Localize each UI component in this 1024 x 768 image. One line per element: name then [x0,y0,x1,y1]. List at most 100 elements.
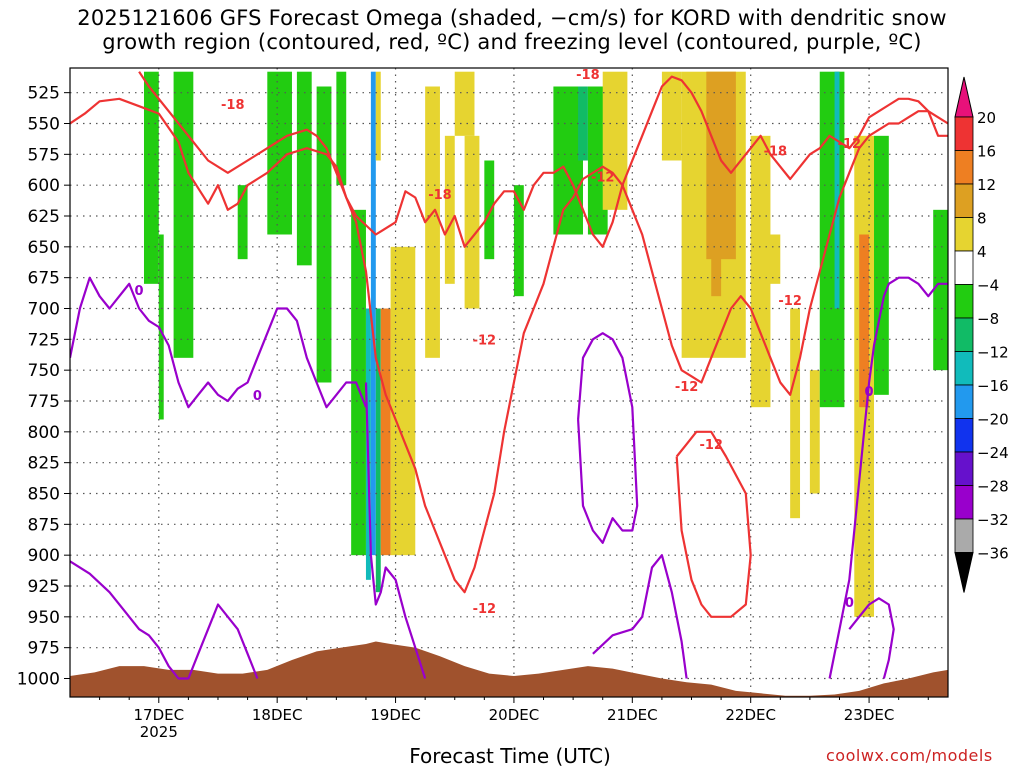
colorbar-label: 16 [977,143,996,161]
x-tick-label: 21DEC [607,706,658,724]
x-tick-label: 18DEC [252,706,303,724]
colorbar-bin [954,183,974,218]
omega-shade-region [750,234,781,284]
y-tick-label: 900 [28,546,60,566]
y-tick-label: 850 [28,485,60,505]
colorbar-bin [954,518,974,553]
colorbar-bin [954,150,974,185]
contour-label: -18 [221,98,245,113]
y-tick-label: 600 [28,176,60,196]
omega-shade-region [711,185,722,297]
omega-shade-region [790,308,801,519]
grid-layer [70,68,948,697]
contour-label: -12 [591,171,615,186]
colorbar-bin [954,384,974,419]
colorbar-bin [954,217,974,252]
y-tick-label: 825 [28,454,60,474]
colorbar-bin [954,116,974,151]
y-tick-label: 975 [28,639,60,659]
omega-shade-region [370,71,376,556]
contour-label: -12 [699,438,723,453]
omega-shade-region [819,71,845,408]
freezing-level-contour [364,382,427,679]
contour-label: -18 [428,188,452,203]
colorbar-bin [954,418,974,453]
colorbar-label: −16 [977,377,1009,395]
contour-label: -12 [473,333,497,348]
y-tick-label: 575 [28,145,60,165]
y-tick-label: 1000 [17,670,60,690]
contour-label: -18 [764,145,788,160]
omega-shade-region [380,308,391,556]
omega-shade-region [375,71,381,161]
contour-label: -12 [778,294,802,309]
contour-label: -18 [576,68,600,83]
temperature-contour [675,430,752,618]
omega-shade-region [375,308,381,593]
omega-shade-region [316,86,332,383]
y-axis: 525 550 575 600 625 650 675 700 725 750 775 800 825 8… [17,84,70,690]
y-tick-label: 750 [28,361,60,381]
y-tick-label: 875 [28,515,60,535]
colorbar-label: 4 [977,243,987,261]
contour-label-layer: -18 -18 -18 -18 -12 -12 -12 -12 -12 -12 -12 0 0 0 0 [135,68,874,617]
x-tick-label: 19DEC [370,706,421,724]
omega-shade-region [158,234,164,420]
omega-shade-region [351,209,366,556]
y-tick-label: 925 [28,577,60,597]
colorbar-bin [954,284,974,319]
temperature-contour [138,71,948,594]
contour-label: 0 [845,596,854,611]
y-tick-label: 625 [28,207,60,227]
y-tick-label: 550 [28,115,60,135]
omega-shade-region [464,135,480,309]
chart-title: 2025121606 GFS Forecast Omega (shaded, −… [0,6,1024,54]
colorbar-label: 8 [977,210,987,228]
colorbar-label: −4 [977,277,999,295]
omega-shade-region [513,185,524,297]
colorbar-label: −36 [977,545,1009,563]
contour-label: 0 [865,385,874,400]
x-tick-sublabel: 2025 [140,723,178,741]
chart-title-line1: 2025121606 GFS Forecast Omega (shaded, −… [77,6,947,30]
freezing-level-contour [848,597,895,679]
plot-frame [69,67,949,698]
omega-shade-region [173,71,194,358]
colorbar-label: −20 [977,411,1009,429]
omega-shade-region [484,160,495,260]
colorbar-bin [954,250,974,285]
x-tick-label: 22DEC [725,706,776,724]
omega-shade-region [859,234,870,408]
colorbar: 20 16 12 8 4 −4 −8 −12 −16 −20 −24 −28 −32 −36 [954,76,1009,593]
omega-shade-region [425,86,440,358]
chart-title-line2: growth region (contoured, red, ºC) and f… [102,30,922,54]
y-tick-label: 775 [28,392,60,412]
omega-shade-region [454,71,475,136]
x-tick-label: 23DEC [844,706,895,724]
freezing-level-contour [828,276,948,679]
x-axis-title: Forecast Time (UTC) [409,744,611,768]
y-tick-label: 725 [28,330,60,350]
freezing-level-contour [70,560,259,680]
colorbar-bin [954,351,974,386]
y-tick-label: 675 [28,269,60,289]
omega-shade-region [933,209,948,371]
colorbar-bin [954,485,974,520]
source-credit: coolwx.com/models [826,746,993,765]
y-tick-label: 800 [28,423,60,443]
omega-shade-region [444,135,455,284]
omega-shade-region [578,86,588,161]
x-tick-label: 20DEC [489,706,540,724]
contour-label: 0 [135,284,144,299]
omega-shade-region [237,185,248,260]
colorbar-bottom-arrow [954,552,974,593]
terrain-surface [70,641,948,697]
temperature-contour [70,75,948,248]
colorbar-label: −12 [977,344,1009,362]
contour-layer [70,71,948,680]
colorbar-top-arrow [954,76,974,118]
omega-shade-region [834,71,840,309]
contour-label: -12 [838,137,862,152]
